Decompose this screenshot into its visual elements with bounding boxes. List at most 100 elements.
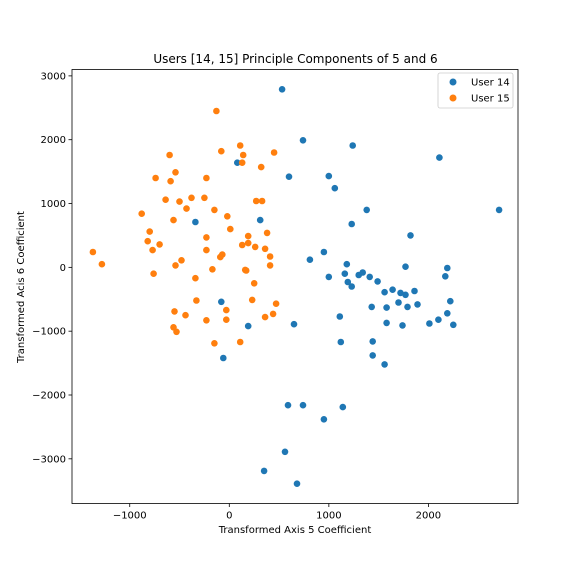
chart-title: Users [14, 15] Principle Components of 5… [153,52,437,66]
point-user-14-19 [325,273,333,281]
point-user-14-20 [341,270,349,278]
point-user-15-27 [244,232,252,240]
point-user-15-18 [183,205,190,212]
point-user-15-42 [172,262,179,269]
point-user-14-7 [285,173,293,180]
point-user-14-51 [369,352,377,359]
point-user-15-22 [224,213,231,220]
point-user-15-56 [203,317,210,324]
point-user-15-50 [193,297,200,304]
legend: User 14 User 15 [437,72,514,109]
point-user-14-6 [331,184,339,192]
point-user-14-30 [397,289,404,297]
point-user-14-50 [369,338,377,345]
point-user-15-11 [203,174,210,182]
y-tick-label-6: 3000 [41,71,66,82]
y-tick-label-0: −3000 [32,454,66,465]
point-user-15-10 [167,177,174,185]
point-user-15-31 [244,239,252,247]
legend-box [437,72,514,109]
point-user-15-63 [211,340,218,347]
point-user-15-29 [156,241,163,248]
point-user-14-48 [336,313,344,320]
point-user-14-26 [348,283,356,290]
point-user-14-24 [442,273,449,280]
point-user-15-39 [266,253,274,260]
point-user-14-3 [436,154,443,161]
point-user-14-4 [495,206,503,214]
point-user-15-23 [227,225,234,233]
point-user-15-3 [239,151,247,159]
point-user-14-58 [281,448,289,456]
point-user-15-28 [144,237,151,245]
point-user-14-31 [402,291,409,299]
point-user-15-33 [261,245,269,253]
plot-frame [71,69,519,504]
point-user-15-12 [162,196,169,203]
point-user-14-55 [299,401,307,409]
point-user-14-9 [363,206,371,214]
point-user-14-11 [192,218,199,226]
point-user-14-37 [404,303,411,311]
x-axis-label: Transformed Axis 5 Coefficient [218,525,372,536]
point-user-14-38 [414,301,421,308]
point-user-15-53 [171,308,178,315]
point-user-15-7 [257,163,265,171]
point-user-15-61 [173,328,180,336]
point-user-15-5 [166,151,173,159]
point-user-14-29 [381,288,388,296]
point-user-15-32 [251,243,259,251]
point-user-14-40 [435,316,442,324]
point-user-14-22 [359,269,367,276]
legend-label-user-15: User 15 [471,94,510,105]
point-user-14-1 [299,137,307,144]
point-user-15-41 [98,260,106,268]
point-user-14-28 [389,286,396,294]
point-user-15-43 [266,262,274,269]
y-tick-label-5: 2000 [41,135,66,146]
point-user-14-2 [349,142,357,149]
point-user-15-16 [252,197,260,205]
point-user-14-57 [320,416,328,423]
point-user-14-17 [402,263,409,271]
point-user-15-21 [170,216,177,224]
point-user-14-53 [220,354,227,362]
point-user-15-9 [152,174,159,182]
legend-marker-user-15 [449,94,457,102]
point-user-15-15 [201,194,208,202]
point-user-15-35 [203,246,210,254]
y-axis-label: Transformed Acis 6 Coefficient [16,211,27,364]
point-user-14-18 [444,264,451,272]
point-user-14-8 [234,159,241,166]
point-user-15-47 [150,270,157,278]
point-user-14-36 [395,299,402,306]
x-tick-label-2: 1000 [316,511,341,522]
point-user-14-49 [337,338,345,346]
point-user-14-54 [284,401,292,409]
point-user-15-58 [261,313,269,321]
points-layer [89,86,503,488]
ticks-layer: −1000 0 1000 2000 −3000 −2000 −1000 0 1000 2000 30… [32,71,441,521]
point-user-15-45 [209,266,216,273]
x-tick-label-3: 2000 [416,511,441,522]
point-user-14-16 [343,260,351,268]
point-user-14-23 [366,273,374,281]
point-user-14-60 [293,480,301,488]
point-user-15-14 [188,194,195,202]
point-user-15-13 [176,198,183,205]
point-user-15-6 [238,159,246,166]
point-user-15-51 [248,296,256,304]
point-user-15-57 [223,316,230,324]
y-tick-label-3: 0 [60,263,66,274]
point-user-14-0 [278,86,286,93]
point-user-15-17 [258,197,266,205]
point-user-14-44 [399,322,406,329]
point-user-14-42 [450,321,457,329]
point-user-15-62 [236,338,244,346]
y-tick-label-4: 1000 [41,199,66,210]
point-user-14-13 [407,232,414,239]
point-user-14-43 [383,319,390,327]
point-user-15-24 [263,229,271,237]
point-user-15-49 [250,280,258,287]
